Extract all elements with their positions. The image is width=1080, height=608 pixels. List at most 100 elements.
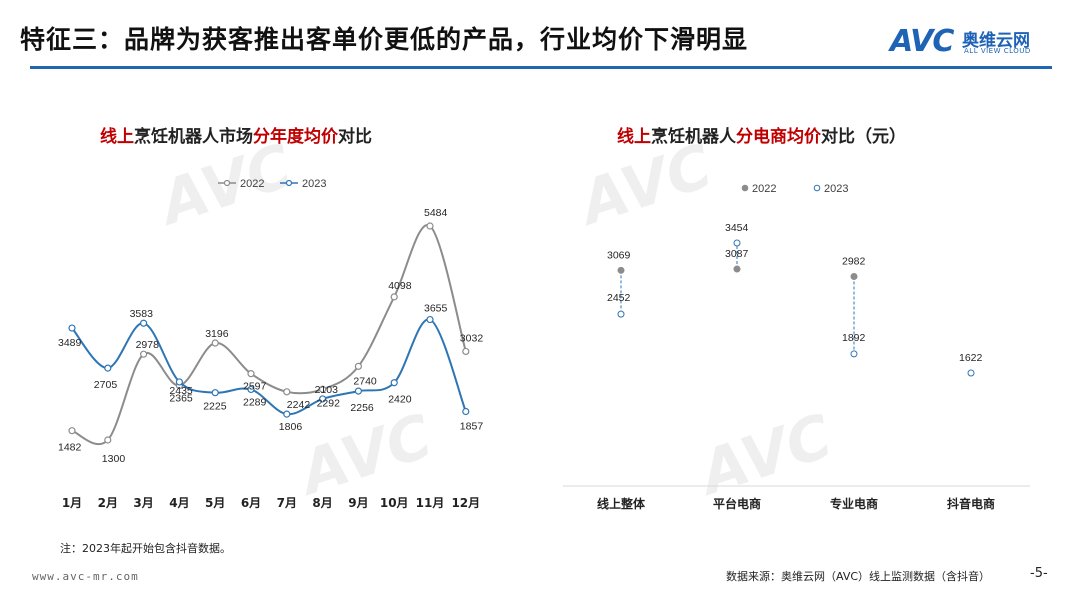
x-tick-label: 12月	[451, 496, 480, 510]
logo-cn-text: 奥维云网	[962, 31, 1030, 51]
data-point-2023	[319, 395, 327, 403]
data-point-2022	[68, 427, 76, 435]
x-tick-label: 11月	[416, 496, 445, 510]
legend-marker-2022	[741, 184, 749, 192]
brand-logo: AVC 奥维云网 ALL VIEW CLOUD	[890, 24, 1060, 60]
data-label-2023: 2452	[607, 292, 631, 304]
data-point-2022	[354, 362, 362, 370]
data-label-2023: 1857	[460, 421, 484, 433]
page-title: 特征三：品牌为获客推出客单价更低的产品，行业均价下滑明显	[20, 25, 749, 54]
x-tick-label: 6月	[241, 496, 261, 510]
x-tick-label: 10月	[380, 496, 409, 510]
data-label-2022: 2292	[317, 397, 341, 409]
data-label-2022: 2365	[169, 393, 193, 405]
data-point-2023	[247, 385, 255, 394]
x-tick-label: 1月	[62, 496, 82, 510]
x-tick-label: 专业电商	[830, 496, 878, 511]
data-label-2023: 3454	[725, 222, 749, 234]
data-point-2023	[68, 324, 76, 332]
website-url[interactable]: www.avc-mr.com	[32, 570, 139, 583]
data-point-2023	[733, 239, 741, 247]
data-label-2022: 4098	[388, 280, 412, 292]
logo-mark: AVC	[890, 24, 954, 59]
data-source: 数据来源：奥维云网（AVC）线上监测数据（含抖音）	[726, 570, 991, 583]
right-chart-title: 线上烹饪机器人分电商均价对比（元）	[617, 122, 906, 147]
chart-title-part: 分年度均价	[253, 127, 338, 147]
chart-title-part: 烹饪机器人市场	[134, 127, 253, 147]
data-point-2023	[140, 319, 148, 327]
data-label-2023: 2420	[388, 394, 412, 406]
data-point-2023	[462, 407, 470, 416]
legend-marker-2022	[223, 179, 231, 187]
data-label-2023: 1622	[959, 352, 983, 364]
x-tick-label: 3月	[133, 496, 153, 510]
logo-en-text: ALL VIEW CLOUD	[964, 47, 1031, 55]
chart-title-part: 对比	[338, 127, 372, 147]
page-number: -5-	[1030, 566, 1048, 581]
data-label-2022: 5484	[424, 207, 448, 219]
data-label-2023: 3489	[58, 337, 82, 349]
data-point-2022	[140, 350, 148, 358]
x-tick-label: 线上整体	[597, 496, 646, 511]
data-point-2022	[617, 266, 625, 274]
data-point-2023	[967, 369, 975, 377]
data-point-2023	[211, 389, 219, 397]
data-point-2023	[354, 387, 362, 395]
data-label-2022: 3069	[607, 249, 631, 261]
chart-title-part: 分电商均价	[736, 127, 821, 147]
data-label-2022: 1300	[102, 453, 126, 465]
x-tick-label: 4月	[169, 496, 189, 510]
x-tick-label: 5月	[205, 496, 225, 510]
data-label-2023: 2435	[169, 385, 193, 397]
data-point-2022	[104, 436, 112, 444]
x-tick-label: 平台电商	[713, 496, 761, 511]
chart-title-part: 烹饪机器人	[651, 127, 736, 147]
series-line-2022	[71, 224, 467, 446]
data-label-2022: 2597	[243, 381, 267, 393]
left-chart-title: 线上烹饪机器人市场分年度均价对比	[100, 122, 372, 147]
data-label-2023: 2103	[315, 384, 339, 396]
data-point-2022	[390, 293, 398, 301]
legend-label-2023: 2023	[302, 178, 326, 190]
legend-label-2022: 2022	[240, 178, 264, 190]
x-tick-label: 9月	[348, 496, 368, 510]
data-point-2022	[283, 388, 291, 396]
x-tick-label: 2月	[98, 496, 118, 510]
data-label-2022: 3032	[460, 332, 484, 344]
data-label-2022: 2242	[287, 399, 311, 411]
x-tick-label: 8月	[312, 496, 332, 510]
data-point-2022	[319, 385, 327, 393]
data-label-2022: 2978	[136, 339, 160, 351]
legend-marker-2023	[813, 184, 821, 192]
data-label-2023: 2225	[203, 401, 227, 413]
data-point-2022	[733, 265, 741, 273]
data-label-2022: 2982	[842, 255, 866, 267]
data-point-2022	[850, 272, 858, 280]
legend-label-2022: 2022	[752, 183, 776, 195]
data-point-2023	[104, 364, 112, 372]
data-point-2023	[617, 310, 625, 318]
data-point-2022	[247, 370, 255, 378]
data-label-2022: 1482	[58, 442, 82, 454]
data-label-2022: 3087	[725, 248, 749, 260]
chart-title-part: 线上	[100, 127, 134, 147]
data-label-2023: 2705	[94, 379, 118, 391]
data-label-2023: 3583	[130, 308, 154, 320]
data-label-2023: 2289	[243, 396, 267, 408]
data-point-2022	[426, 222, 434, 230]
data-label-2022: 3196	[205, 328, 229, 340]
legend-marker-2023	[285, 179, 293, 187]
chart-title-part: 对比（元）	[821, 127, 906, 147]
data-point-2023	[175, 378, 183, 386]
x-tick-label: 7月	[277, 496, 297, 510]
data-point-2023	[283, 410, 291, 418]
data-point-2023	[426, 315, 434, 324]
data-point-2023	[390, 379, 398, 387]
data-label-2023: 1892	[842, 332, 866, 344]
footnote: 注：2023年起开始包含抖音数据。	[60, 542, 231, 555]
header-divider	[30, 66, 1052, 69]
data-label-2023: 2256	[350, 402, 374, 414]
chart-title-part: 线上	[617, 127, 651, 147]
data-point-2022	[462, 347, 470, 356]
